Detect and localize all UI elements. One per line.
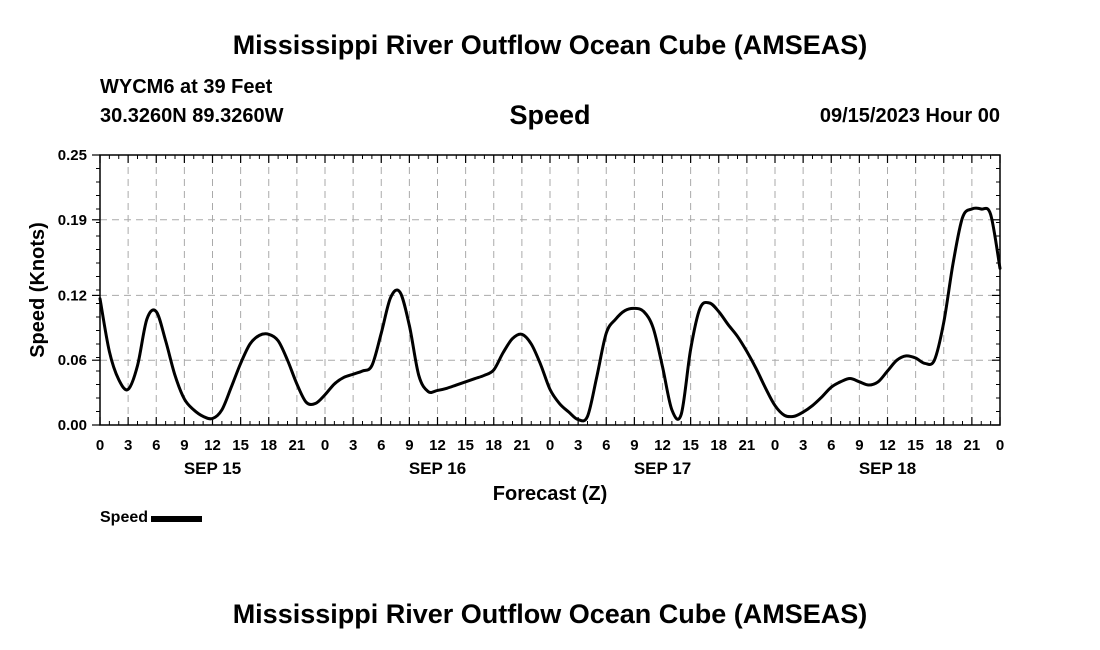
x-tick-label: 9 bbox=[855, 437, 863, 454]
x-tick-label: 21 bbox=[964, 437, 981, 454]
page-title: Mississippi River Outflow Ocean Cube (AM… bbox=[232, 30, 868, 60]
x-tick-label: 3 bbox=[799, 437, 807, 454]
day-label: SEP 15 bbox=[184, 459, 241, 478]
day-label: SEP 16 bbox=[409, 459, 466, 478]
series-line-speed bbox=[98, 206, 1002, 423]
y-tick-label: 0.00 bbox=[58, 417, 87, 434]
station-label: WYCM6 at 39 Feet bbox=[100, 76, 273, 98]
x-tick-label: 0 bbox=[546, 437, 554, 454]
y-tick-label: 0.06 bbox=[58, 352, 87, 369]
x-tick-label: 15 bbox=[682, 437, 699, 454]
x-tick-label: 21 bbox=[739, 437, 756, 454]
x-tick-label: 0 bbox=[321, 437, 329, 454]
x-tick-label: 15 bbox=[907, 437, 924, 454]
x-tick-label: 0 bbox=[96, 437, 104, 454]
y-axis-ticks: 0.00 0.06 0.12 0.19 0.25 bbox=[58, 147, 1000, 434]
forecast-date-label: 09/15/2023 Hour 00 bbox=[819, 105, 1000, 127]
x-tick-label: 9 bbox=[405, 437, 413, 454]
x-tick-label: 0 bbox=[771, 437, 779, 454]
grid-lines bbox=[100, 155, 1000, 425]
legend: Speed bbox=[100, 509, 203, 527]
x-tick-label: 21 bbox=[289, 437, 306, 454]
x-tick-label: 6 bbox=[377, 437, 385, 454]
x-tick-label: 12 bbox=[429, 437, 446, 454]
x-tick-label: 18 bbox=[260, 437, 277, 454]
x-tick-label: 6 bbox=[827, 437, 835, 454]
x-tick-label: 3 bbox=[574, 437, 582, 454]
y-tick-label: 0.25 bbox=[58, 147, 87, 164]
y-axis-label: Speed (Knots) bbox=[27, 222, 49, 358]
x-tick-label: 9 bbox=[180, 437, 188, 454]
x-tick-label: 6 bbox=[602, 437, 610, 454]
x-tick-label: 6 bbox=[152, 437, 160, 454]
day-labels: SEP 15 SEP 16 SEP 17 SEP 18 bbox=[184, 459, 916, 478]
x-axis-label: Forecast (Z) bbox=[493, 483, 607, 505]
x-tick-label: 21 bbox=[514, 437, 531, 454]
x-tick-label: 3 bbox=[124, 437, 132, 454]
legend-line-swatch bbox=[151, 516, 203, 522]
series-layer bbox=[98, 206, 1002, 423]
x-tick-label: 9 bbox=[630, 437, 638, 454]
footer-title: Mississippi River Outflow Ocean Cube (AM… bbox=[232, 599, 868, 629]
chart-title: Speed bbox=[509, 100, 591, 130]
x-tick-label: 0 bbox=[996, 437, 1004, 454]
x-tick-label: 18 bbox=[485, 437, 502, 454]
legend-label: Speed bbox=[100, 509, 149, 526]
day-label: SEP 18 bbox=[859, 459, 916, 478]
x-tick-label: 18 bbox=[935, 437, 952, 454]
y-tick-label: 0.12 bbox=[58, 287, 87, 304]
x-tick-label: 12 bbox=[654, 437, 671, 454]
x-axis-ticks: 0 3 6 9 12 15 18 21 0 3 6 9 12 15 18 21 0 3 6 9 12 15 18 21 0 3 6 9… bbox=[96, 155, 1004, 454]
coordinates-label: 30.3260N 89.3260W bbox=[100, 105, 284, 127]
x-tick-label: 12 bbox=[879, 437, 896, 454]
x-tick-label: 12 bbox=[204, 437, 221, 454]
x-tick-label: 15 bbox=[232, 437, 249, 454]
y-tick-label: 0.19 bbox=[58, 212, 87, 229]
x-tick-label: 3 bbox=[349, 437, 357, 454]
day-label: SEP 17 bbox=[634, 459, 691, 478]
x-tick-label: 18 bbox=[710, 437, 727, 454]
x-tick-label: 15 bbox=[457, 437, 474, 454]
